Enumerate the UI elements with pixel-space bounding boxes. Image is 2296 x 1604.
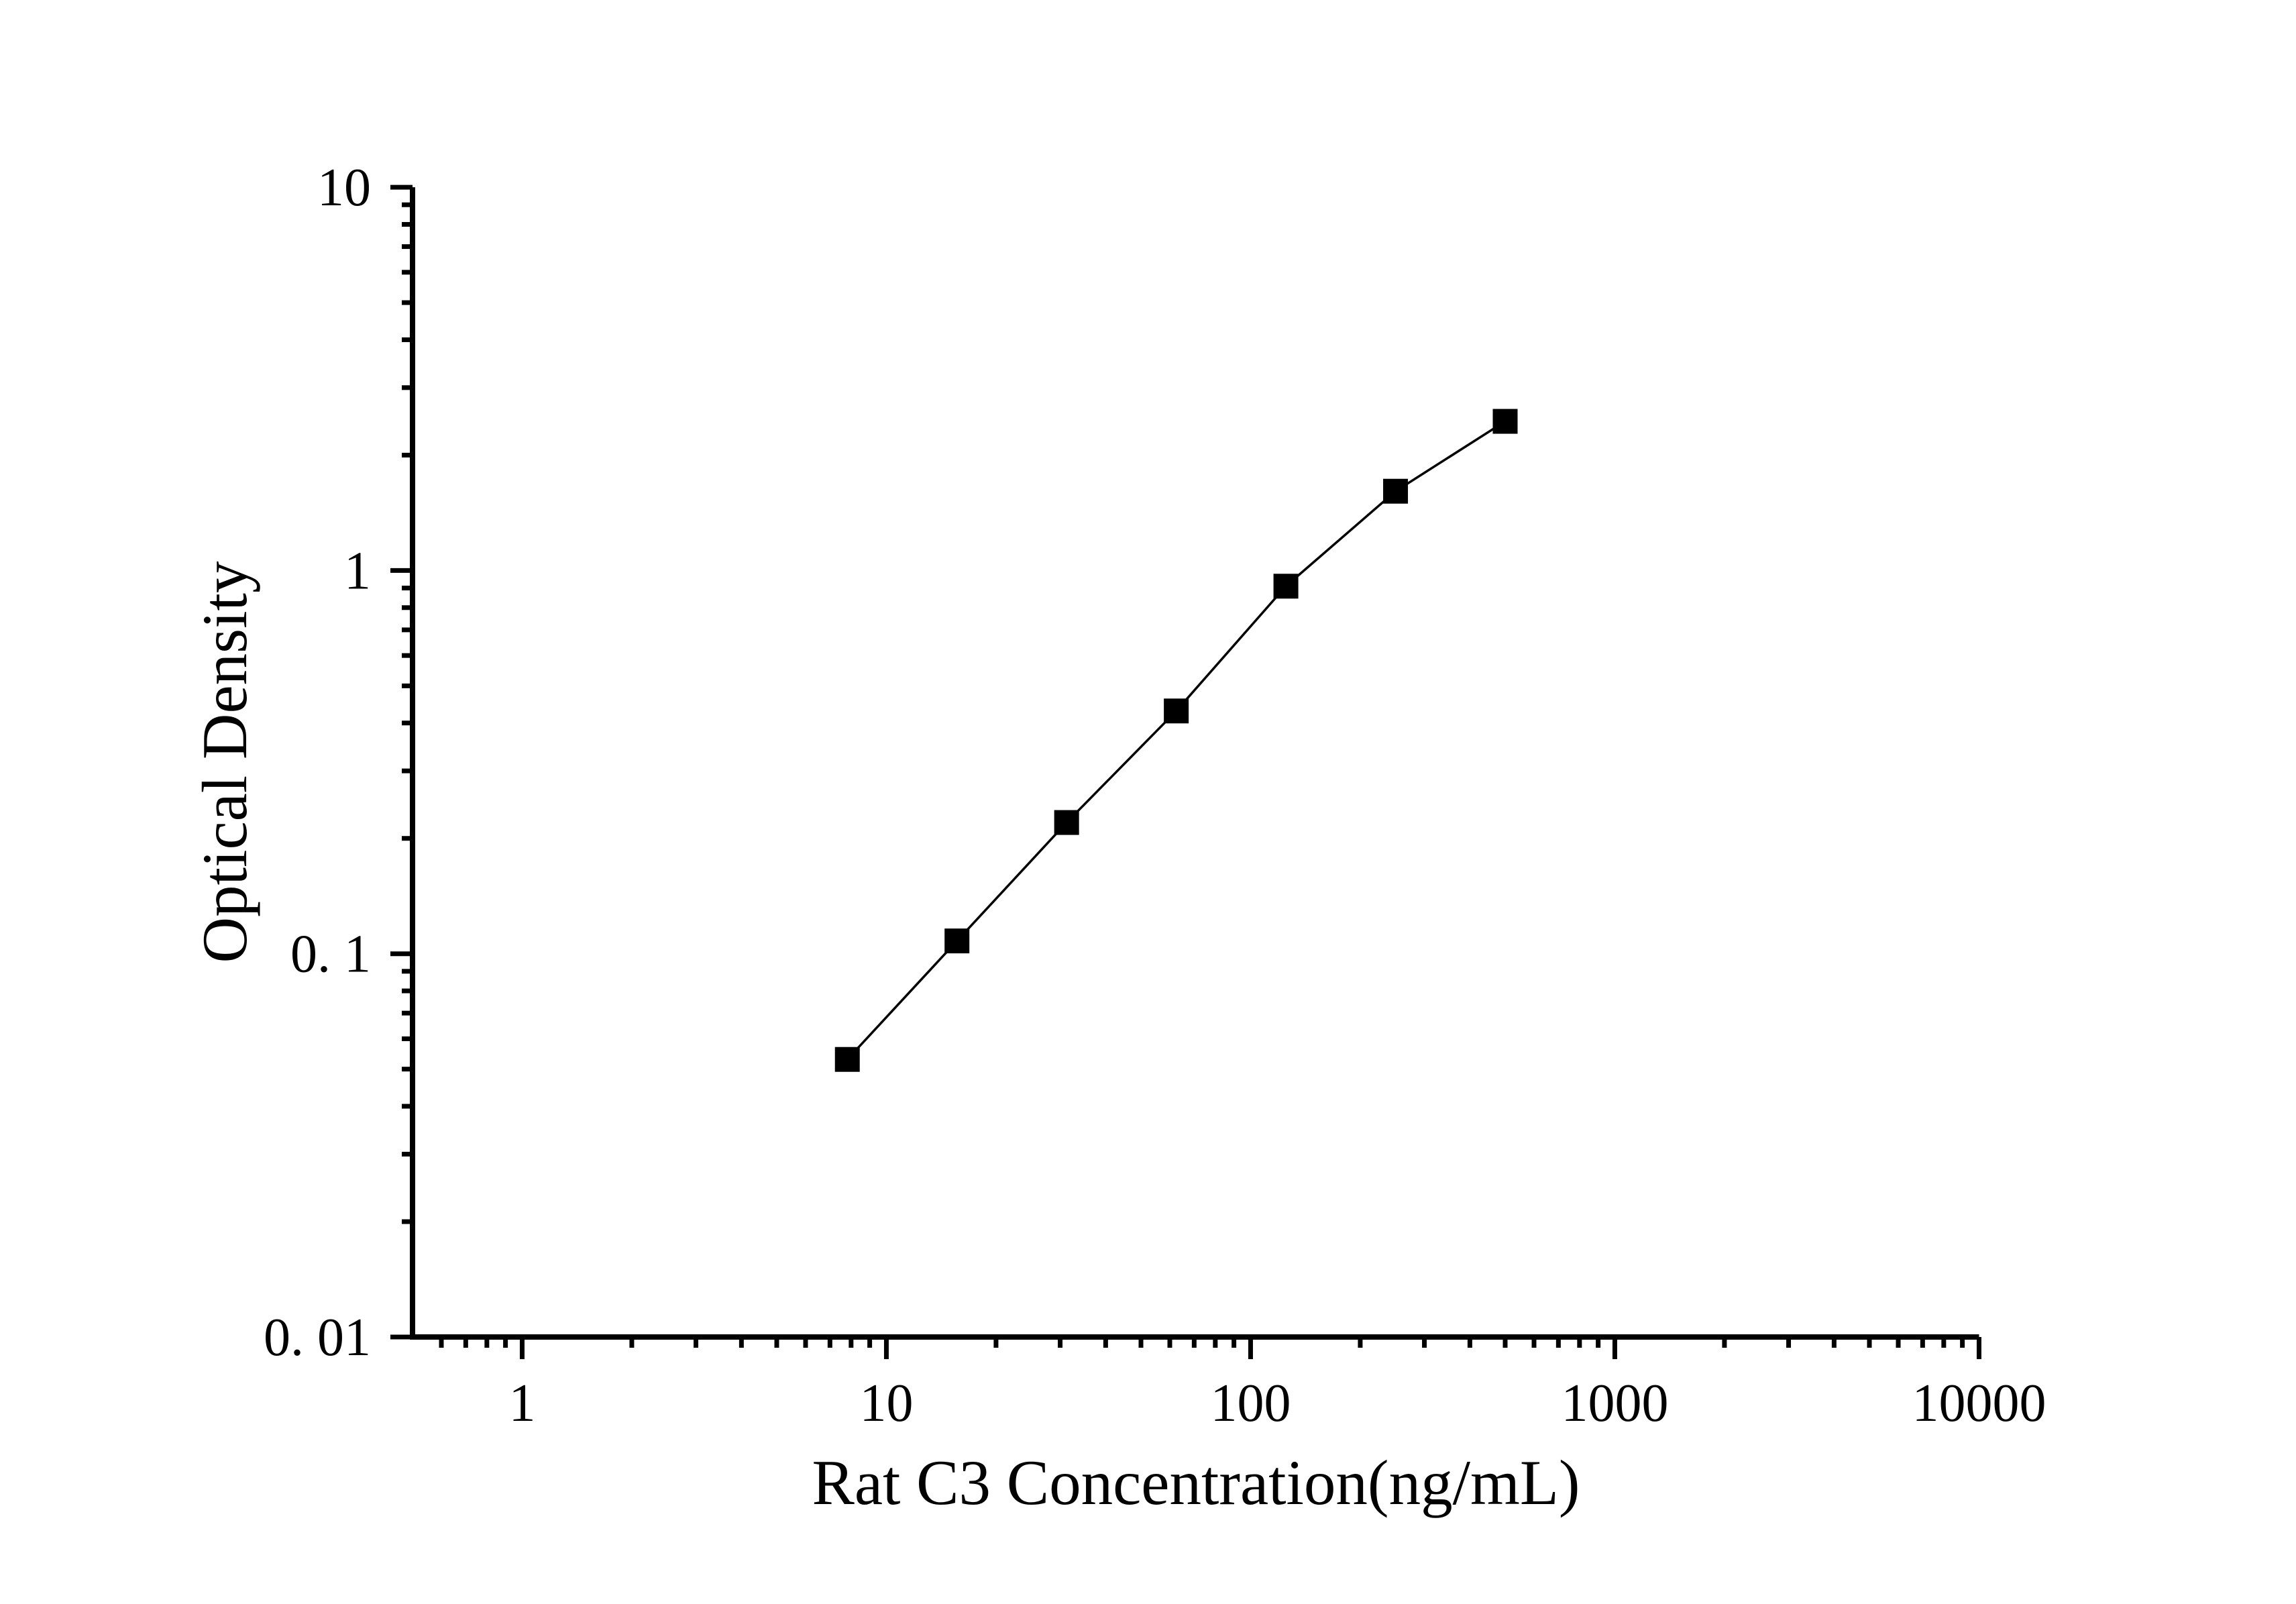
data-point-marker	[1383, 478, 1409, 504]
standard-curve-line	[846, 420, 1506, 1061]
y-tick-label: 0. 01	[264, 1308, 371, 1367]
data-point-marker	[1164, 698, 1189, 724]
y-tick-label: 1	[344, 541, 371, 600]
data-point-marker	[1273, 574, 1299, 599]
x-tick-label: 100	[1210, 1374, 1291, 1433]
x-tick-label: 1000	[1561, 1374, 1668, 1433]
x-axis-title: Rat C3 Concentration(ng/mL)	[812, 1447, 1580, 1518]
y-tick-label: 10	[317, 158, 371, 217]
y-tick-label: 0. 1	[290, 925, 371, 984]
x-tick-label: 1	[508, 1374, 535, 1433]
x-tick-label: 10	[859, 1374, 913, 1433]
data-point-marker	[1492, 409, 1518, 434]
x-tick-label: 10000	[1912, 1374, 2046, 1433]
data-point-marker	[1054, 810, 1079, 835]
data-point-marker	[944, 928, 970, 954]
data-point-marker	[834, 1047, 860, 1072]
y-axis-title: Optical Density	[189, 561, 260, 963]
